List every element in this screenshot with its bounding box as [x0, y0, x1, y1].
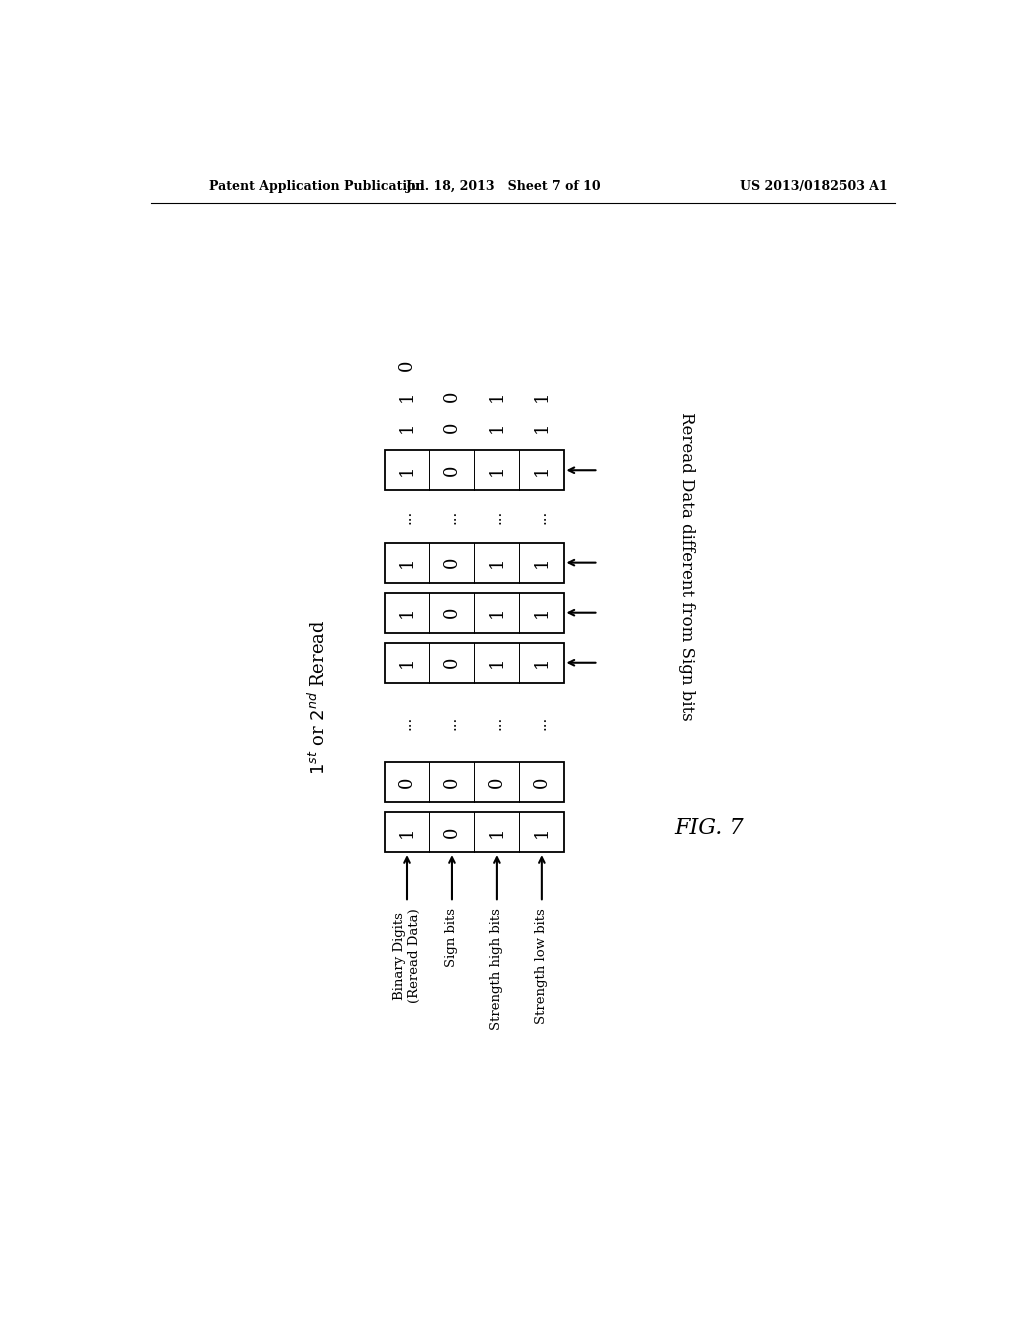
Bar	[385, 762, 563, 803]
Text: 1: 1	[398, 391, 416, 403]
Bar	[385, 593, 563, 632]
Text: 0: 0	[487, 776, 506, 788]
Text: 0: 0	[398, 776, 416, 788]
Text: ...: ...	[489, 510, 504, 524]
Text: ...: ...	[445, 510, 459, 524]
Text: 1: 1	[532, 421, 551, 433]
Text: 1: 1	[487, 826, 506, 838]
Text: ...: ...	[535, 715, 549, 730]
Text: 0: 0	[443, 776, 461, 788]
Text: 1: 1	[398, 607, 416, 619]
Text: 1: 1	[398, 465, 416, 477]
Text: Reread Data different from Sign bits: Reread Data different from Sign bits	[678, 412, 694, 721]
Text: Jul. 18, 2013   Sheet 7 of 10: Jul. 18, 2013 Sheet 7 of 10	[407, 180, 602, 193]
Text: ...: ...	[400, 715, 414, 730]
Text: Patent Application Publication: Patent Application Publication	[209, 180, 425, 193]
Text: $1^{st}$ or $2^{nd}$ Reread: $1^{st}$ or $2^{nd}$ Reread	[307, 619, 329, 775]
Text: 1: 1	[532, 657, 551, 668]
Text: 1: 1	[532, 826, 551, 838]
Text: 1: 1	[532, 557, 551, 569]
Text: 1: 1	[532, 391, 551, 403]
Text: 1: 1	[487, 391, 506, 403]
Text: ...: ...	[400, 510, 414, 524]
Text: 0: 0	[443, 557, 461, 569]
Text: 0: 0	[398, 360, 416, 371]
Text: 1: 1	[487, 557, 506, 569]
Text: 0: 0	[443, 657, 461, 668]
Text: 1: 1	[398, 421, 416, 433]
Text: US 2013/0182503 A1: US 2013/0182503 A1	[739, 180, 888, 193]
Text: 0: 0	[443, 607, 461, 619]
Bar	[385, 812, 563, 853]
Text: Binary Digits
(Reread Data): Binary Digits (Reread Data)	[393, 908, 421, 1003]
Text: Sign bits: Sign bits	[445, 908, 459, 968]
Text: 0: 0	[443, 826, 461, 838]
Text: Strength low bits: Strength low bits	[536, 908, 548, 1024]
Text: 1: 1	[487, 607, 506, 619]
Text: ...: ...	[489, 715, 504, 730]
Text: 1: 1	[487, 657, 506, 668]
Text: 1: 1	[532, 465, 551, 477]
Text: ...: ...	[535, 510, 549, 524]
Text: 0: 0	[443, 421, 461, 433]
Bar	[385, 543, 563, 582]
Text: 1: 1	[532, 607, 551, 619]
Text: ...: ...	[445, 715, 459, 730]
Text: 1: 1	[487, 421, 506, 433]
Text: Strength high bits: Strength high bits	[490, 908, 504, 1030]
Text: 0: 0	[443, 465, 461, 477]
Text: 1: 1	[398, 657, 416, 668]
Bar	[385, 643, 563, 682]
Text: 0: 0	[532, 776, 551, 788]
Text: FIG. 7: FIG. 7	[675, 817, 744, 840]
Text: 1: 1	[398, 826, 416, 838]
Bar	[385, 450, 563, 490]
Text: 1: 1	[398, 557, 416, 569]
Text: 0: 0	[443, 391, 461, 403]
Text: 1: 1	[487, 465, 506, 477]
